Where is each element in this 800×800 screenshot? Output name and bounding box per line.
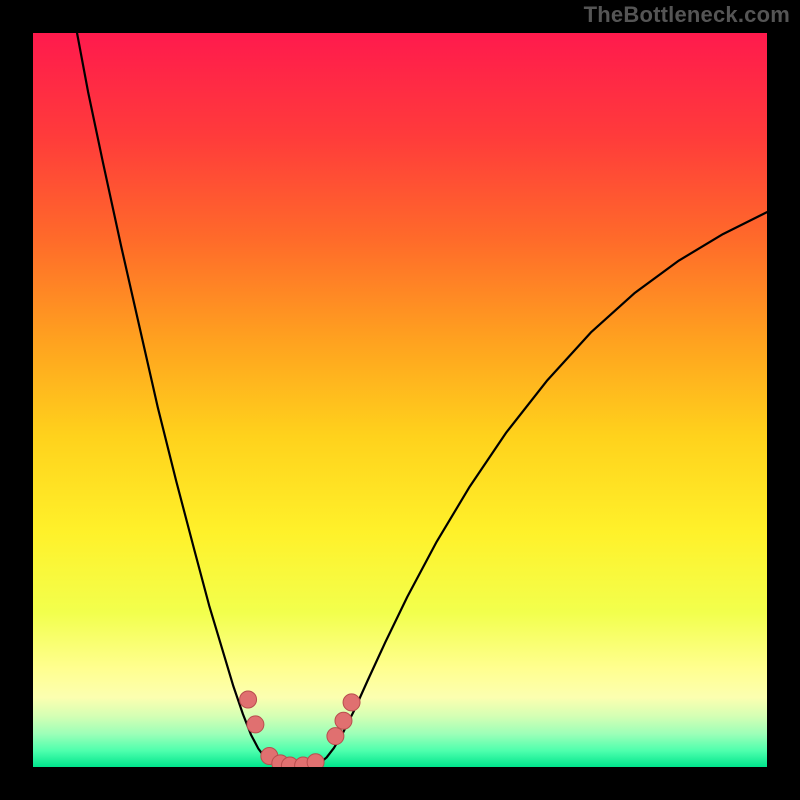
data-marker: [335, 712, 352, 729]
data-marker: [240, 691, 257, 708]
data-marker: [247, 716, 264, 733]
data-marker: [343, 694, 360, 711]
chart-svg: [33, 33, 767, 767]
outer-frame: TheBottleneck.com: [0, 0, 800, 800]
watermark-text: TheBottleneck.com: [584, 2, 790, 28]
data-marker: [327, 728, 344, 745]
data-marker: [307, 754, 324, 767]
plot-area: [33, 33, 767, 767]
chart-background: [33, 33, 767, 767]
